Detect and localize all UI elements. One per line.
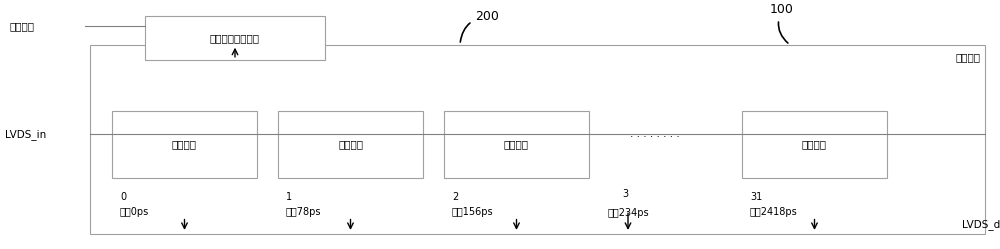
Bar (278, 111, 423, 178)
Bar (444, 111, 589, 178)
Text: 1: 1 (286, 192, 292, 202)
Text: 31: 31 (750, 192, 762, 202)
Text: 延时2418ps: 延时2418ps (750, 207, 798, 217)
Text: LVDS_in: LVDS_in (5, 129, 46, 140)
Text: 延时156ps: 延时156ps (452, 207, 494, 217)
Bar (742, 111, 887, 178)
Text: 延时0ps: 延时0ps (120, 207, 149, 217)
Text: 延时模块控制单元: 延时模块控制单元 (210, 33, 260, 43)
Bar (145, 16, 325, 60)
Text: 2: 2 (452, 192, 458, 202)
Text: 延时单元: 延时单元 (802, 139, 827, 149)
Bar (90, 45, 985, 234)
Text: 参考时钟: 参考时钟 (10, 21, 35, 31)
Text: 200: 200 (460, 10, 499, 42)
Text: 100: 100 (770, 3, 794, 43)
Text: LVDS_delay_out: LVDS_delay_out (962, 219, 1000, 230)
Text: 延时模块: 延时模块 (955, 52, 980, 62)
Text: 3: 3 (622, 189, 628, 199)
Text: 0: 0 (120, 192, 126, 202)
Text: 延时单元: 延时单元 (504, 139, 529, 149)
Text: 延时78ps: 延时78ps (286, 207, 322, 217)
Text: 延时单元: 延时单元 (338, 139, 363, 149)
Text: . . . . . . . .: . . . . . . . . (630, 129, 680, 139)
Bar (112, 111, 257, 178)
Text: 延时234ps: 延时234ps (608, 208, 650, 218)
Text: 延时单元: 延时单元 (172, 139, 197, 149)
